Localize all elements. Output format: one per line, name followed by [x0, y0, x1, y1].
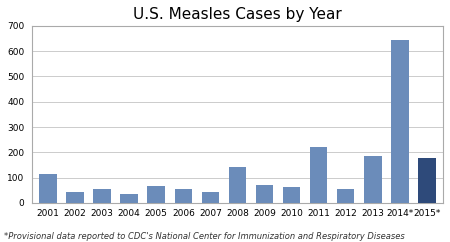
Bar [121, 194, 138, 203]
Bar [148, 186, 165, 203]
Bar [283, 187, 300, 203]
Bar [310, 147, 328, 203]
Text: *Provisional data reported to CDC's National Center for Immunization and Respira: *Provisional data reported to CDC's Nati… [4, 232, 405, 241]
Bar [337, 189, 355, 203]
Bar [364, 156, 382, 203]
Bar [175, 189, 192, 203]
Bar [418, 158, 436, 203]
Bar [39, 174, 57, 203]
Bar [202, 192, 219, 203]
Bar [256, 185, 273, 203]
Bar [391, 40, 409, 203]
Bar [229, 167, 246, 203]
Bar [94, 189, 111, 203]
Bar [66, 192, 84, 203]
Title: U.S. Measles Cases by Year: U.S. Measles Cases by Year [133, 7, 342, 22]
